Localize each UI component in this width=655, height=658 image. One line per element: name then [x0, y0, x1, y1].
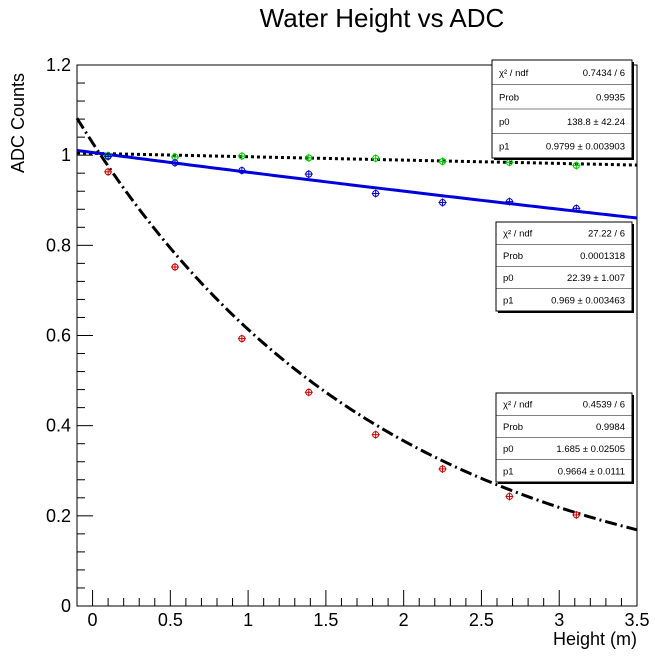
x-tick-label: 3.5 — [624, 610, 649, 630]
marker — [572, 162, 580, 170]
data-point — [572, 161, 581, 170]
stats-value: 0.4539 / 6 — [583, 400, 625, 411]
stats-value: 0.969 ± 0.003463 — [551, 295, 625, 306]
stats-value: 22.39 ± 1.007 — [567, 273, 625, 284]
data-point — [572, 204, 581, 213]
data-point — [438, 198, 447, 207]
x-tick-label: 2 — [399, 610, 409, 630]
stats-label: p0 — [503, 273, 514, 284]
data-point — [438, 157, 447, 166]
fit-curve-2 — [76, 148, 638, 220]
data-point — [237, 166, 246, 175]
y-axis-title: ADC Counts — [8, 73, 28, 173]
marker — [372, 431, 380, 439]
stats-box-2: χ² / ndf 27.22 / 6 Prob 0.0001318 p0 22.39 ± … — [495, 221, 634, 313]
marker — [439, 199, 447, 207]
y-tick-label: 0.4 — [46, 416, 71, 436]
marker — [505, 492, 513, 500]
stats-label: Prob — [499, 92, 519, 103]
data-point — [505, 492, 514, 501]
stats-value: 0.7434 / 6 — [583, 68, 625, 79]
stats-value: 138.8 ± 42.24 — [567, 117, 625, 128]
stats-label: χ² / ndf — [499, 68, 529, 79]
stats-box-1: χ² / ndf 0.7434 / 6 Prob 0.9935 p0 138.8 ± 42… — [491, 59, 634, 160]
data-point — [237, 152, 246, 161]
stats-value: 0.9664 ± 0.0111 — [558, 466, 625, 477]
data-point — [304, 170, 313, 179]
x-tick-label: 2.5 — [469, 610, 494, 630]
y-tick-label: 1.2 — [46, 55, 71, 75]
data-point — [371, 189, 380, 198]
data-point — [438, 464, 447, 473]
marker — [238, 166, 246, 174]
stats-label: p1 — [499, 141, 510, 152]
y-tick-label: 0 — [61, 596, 71, 616]
marker — [305, 170, 313, 178]
x-axis-title: Height (m) — [553, 629, 637, 649]
marker — [171, 263, 179, 271]
stats-box-3: χ² / ndf 0.4539 / 6 Prob 0.9984 p0 1.685 ± 0.… — [495, 392, 634, 484]
stats-value: 1.685 ± 0.02505 — [556, 444, 625, 455]
data-point — [371, 430, 380, 439]
stats-value: 0.9799 ± 0.003903 — [546, 141, 625, 152]
marker — [104, 153, 112, 161]
marker — [439, 465, 447, 473]
data-point — [171, 158, 179, 167]
marker — [572, 204, 580, 212]
stats-value: 0.0001318 — [580, 251, 625, 262]
stats-label: Prob — [503, 251, 523, 262]
marker — [505, 198, 513, 206]
y-tick-label: 0.8 — [46, 235, 71, 255]
stats-label: p1 — [503, 295, 514, 306]
stats-value: 27.22 / 6 — [588, 229, 625, 240]
data-point — [104, 167, 113, 176]
x-tick-label: 1 — [243, 610, 253, 630]
data-point — [104, 152, 113, 161]
marker — [572, 511, 580, 519]
x-tick-label: 1.5 — [313, 610, 338, 630]
marker — [238, 152, 246, 160]
y-tick-label: 1 — [61, 145, 71, 165]
stats-label: p0 — [503, 444, 514, 455]
stats-value: 0.9984 — [596, 422, 625, 433]
chart-title: Water Height vs ADC — [260, 3, 505, 33]
data-point — [237, 334, 246, 343]
data-point — [304, 153, 313, 162]
stats-label: p0 — [499, 117, 510, 128]
stats-value: 0.9935 — [596, 92, 625, 103]
data-point — [505, 197, 514, 206]
plot-area: 0 0.2 0.4 0.6 0.8 1 1.2 0 0.5 1 1.5 2 2.5 3 3.5 χ² / nd… — [46, 55, 650, 630]
stats-label: χ² / ndf — [503, 229, 533, 240]
data-point — [304, 388, 313, 397]
marker — [238, 335, 246, 343]
marker — [439, 157, 447, 165]
marker — [104, 168, 112, 176]
data-point — [371, 154, 380, 163]
stats-label: Prob — [503, 422, 523, 433]
y-tick-label: 0.6 — [46, 326, 71, 346]
x-tick-label: 3 — [554, 610, 564, 630]
marker — [305, 388, 313, 396]
x-tick-label: 0 — [88, 610, 98, 630]
stats-label: p1 — [503, 466, 514, 477]
stats-label: χ² / ndf — [503, 400, 533, 411]
marker — [372, 154, 380, 162]
marker — [305, 154, 313, 162]
x-tick-label: 0.5 — [158, 610, 183, 630]
data-point — [171, 262, 179, 271]
marker — [372, 189, 380, 197]
marker — [171, 159, 179, 167]
fit-curve-3 — [75, 117, 638, 532]
data-point — [572, 510, 581, 519]
y-tick-label: 0.2 — [46, 506, 71, 526]
